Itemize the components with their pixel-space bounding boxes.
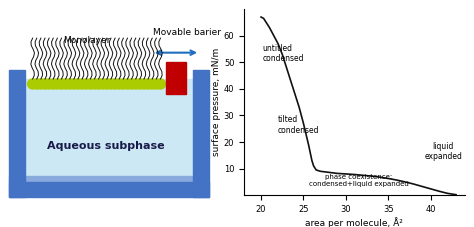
Circle shape: [131, 79, 141, 89]
Circle shape: [135, 79, 145, 89]
Circle shape: [106, 79, 116, 89]
Circle shape: [114, 79, 124, 89]
Circle shape: [85, 79, 95, 89]
Text: Aqueous subphase: Aqueous subphase: [47, 141, 164, 151]
Circle shape: [127, 79, 137, 89]
Bar: [9, 182, 209, 197]
Circle shape: [147, 79, 157, 89]
X-axis label: area per molecule, Å²: area per molecule, Å²: [305, 217, 403, 227]
Circle shape: [27, 79, 38, 89]
Bar: [193, 70, 209, 197]
Circle shape: [73, 79, 83, 89]
Text: Movable barier: Movable barier: [154, 28, 221, 37]
Circle shape: [52, 79, 63, 89]
Circle shape: [118, 79, 128, 89]
Text: tilted
condensed: tilted condensed: [278, 116, 319, 135]
Circle shape: [56, 79, 66, 89]
Circle shape: [151, 79, 162, 89]
Circle shape: [155, 79, 165, 89]
Circle shape: [77, 79, 87, 89]
Text: liquid
expanded: liquid expanded: [424, 142, 462, 161]
Circle shape: [93, 79, 104, 89]
Text: Monolayer: Monolayer: [63, 36, 110, 45]
Circle shape: [139, 79, 149, 89]
Circle shape: [44, 79, 54, 89]
Circle shape: [122, 79, 133, 89]
Circle shape: [110, 79, 120, 89]
Circle shape: [81, 79, 91, 89]
Text: phase coexistence:
condensed+liquid expanded: phase coexistence: condensed+liquid expa…: [309, 174, 409, 187]
Circle shape: [32, 79, 42, 89]
Text: untitled
condensed: untitled condensed: [263, 44, 304, 63]
Bar: [165, 62, 186, 94]
Circle shape: [143, 79, 153, 89]
Circle shape: [36, 79, 46, 89]
Circle shape: [90, 79, 100, 89]
Circle shape: [64, 79, 75, 89]
Circle shape: [40, 79, 50, 89]
Circle shape: [102, 79, 112, 89]
Bar: [9, 70, 25, 197]
Circle shape: [98, 79, 108, 89]
Bar: [9, 176, 193, 182]
Circle shape: [48, 79, 58, 89]
Y-axis label: surface pressure, mN/m: surface pressure, mN/m: [212, 48, 221, 156]
Circle shape: [69, 79, 79, 89]
Bar: [25, 79, 193, 182]
Circle shape: [61, 79, 71, 89]
